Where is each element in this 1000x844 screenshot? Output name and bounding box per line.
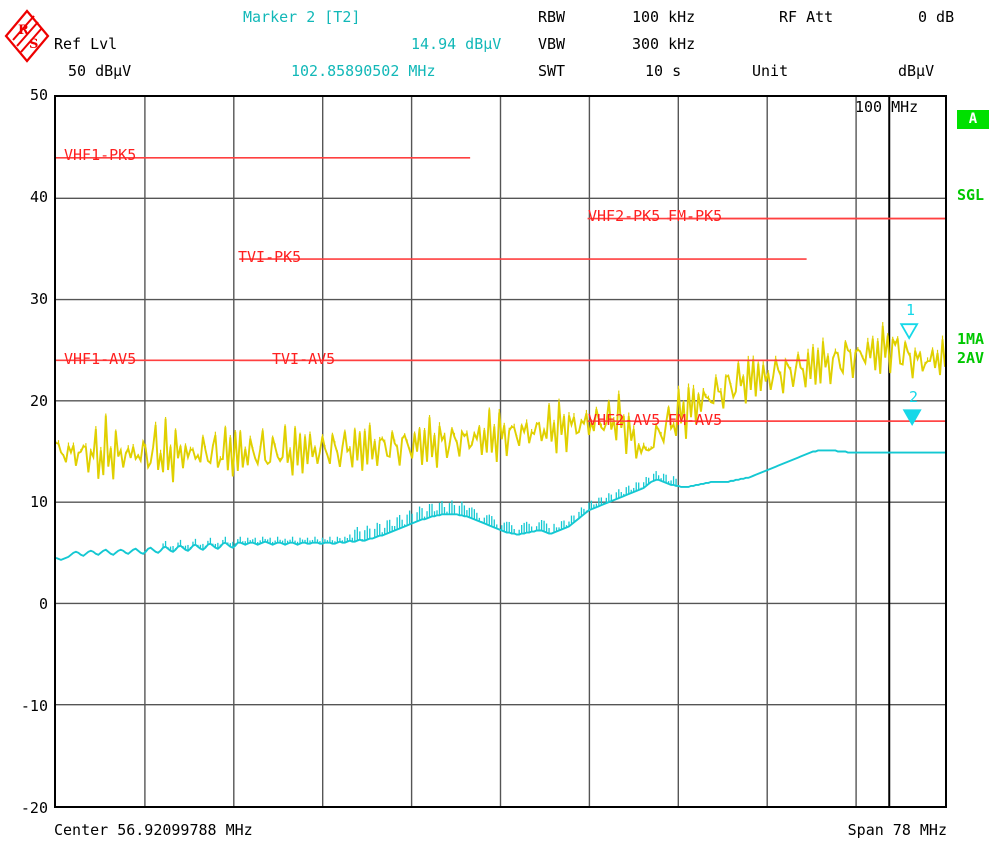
svg-text:S: S <box>29 37 38 52</box>
y-tick--10: -10 <box>20 697 48 716</box>
swt-value: 10 s <box>645 62 682 80</box>
spectrum-plot-area[interactable] <box>54 95 947 808</box>
trace-max-hold <box>56 325 945 483</box>
plot-canvas <box>56 97 945 806</box>
trace-average-detail <box>162 471 677 552</box>
center-frequency-label: Center 56.92099788 MHz <box>54 821 253 839</box>
rohde-schwarz-logo: R S <box>3 8 51 64</box>
limit-label-TVI-PK5: TVI-PK5 <box>238 247 302 266</box>
y-tick-40: 40 <box>29 187 48 206</box>
ref-lvl-label: Ref Lvl <box>54 35 118 53</box>
marker-title: Marker 2 [T2] <box>243 8 361 26</box>
marker-label-2[interactable]: 2 <box>909 388 919 407</box>
ref-lvl-value: 50 dBµV <box>68 62 132 80</box>
trace-max-hold-detail <box>56 322 945 483</box>
unit-value: dBµV <box>898 62 935 80</box>
limit-lines <box>56 156 945 422</box>
cursor-frequency-annotation: 100 MHz <box>855 98 919 116</box>
y-tick-50: 50 <box>29 86 48 104</box>
limit-label-VHF2-AV5: VHF2-AV5 <box>588 410 661 429</box>
y-tick--20: -20 <box>20 799 48 817</box>
rf-att-value: 0 dB <box>918 8 955 26</box>
marker-level: 14.94 dBµV <box>411 35 502 53</box>
vbw-value: 300 kHz <box>632 35 696 53</box>
logo-diamond-icon: R S <box>4 9 50 63</box>
limit-label-VHF1-AV5: VHF1-AV5 <box>64 349 137 368</box>
y-tick-30: 30 <box>29 289 48 308</box>
marker-triangle-1[interactable] <box>899 323 919 340</box>
status-trace2-average[interactable]: 2AV <box>957 349 985 367</box>
status-trace-active-label: A <box>968 111 978 127</box>
rf-att-label: RF Att <box>779 8 834 26</box>
limit-label-FM-PK5: FM-PK5 <box>668 207 723 226</box>
status-trace-active[interactable]: A <box>957 110 989 129</box>
y-tick-10: 10 <box>29 493 48 512</box>
vbw-label: VBW <box>538 35 566 53</box>
y-tick-0: 0 <box>38 595 48 614</box>
status-single-sweep[interactable]: SGL <box>957 186 985 204</box>
svg-text:R: R <box>18 23 29 38</box>
limit-label-FM-AV5: FM-AV5 <box>668 410 723 429</box>
rbw-value: 100 kHz <box>632 8 696 26</box>
y-tick-20: 20 <box>29 391 48 410</box>
marker-freq: 102.85890502 MHz <box>291 62 436 80</box>
limit-label-VHF1-PK5: VHF1-PK5 <box>64 146 137 165</box>
unit-label: Unit <box>752 62 789 80</box>
status-trace1-maxhold[interactable]: 1MA <box>957 330 985 348</box>
limit-label-TVI-AV5: TVI-AV5 <box>272 349 336 368</box>
span-label: Span 78 MHz <box>847 821 947 839</box>
rbw-label: RBW <box>538 8 566 26</box>
trace-average <box>56 449 945 561</box>
swt-label: SWT <box>538 62 566 80</box>
limit-label-VHF2-PK5: VHF2-PK5 <box>588 207 661 226</box>
marker-triangle-2[interactable] <box>902 409 922 426</box>
marker-label-1[interactable]: 1 <box>906 301 916 320</box>
